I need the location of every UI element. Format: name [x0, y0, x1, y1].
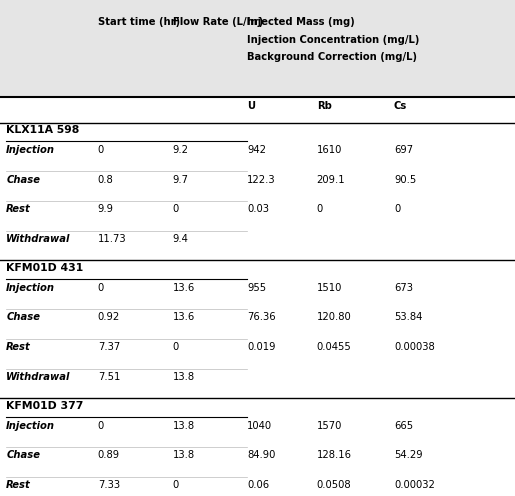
Text: 697: 697 [394, 145, 413, 155]
Text: 13.6: 13.6 [173, 283, 195, 293]
Text: 665: 665 [394, 421, 413, 431]
Text: 13.6: 13.6 [173, 312, 195, 322]
Text: KFM01D 377: KFM01D 377 [6, 401, 83, 411]
Text: 0: 0 [173, 342, 179, 352]
Text: 1510: 1510 [317, 283, 342, 293]
Text: Withdrawal: Withdrawal [6, 372, 71, 382]
Text: 9.9: 9.9 [98, 204, 114, 214]
Text: 955: 955 [247, 283, 266, 293]
Text: KFM01D 431: KFM01D 431 [6, 263, 83, 273]
Text: 0.00038: 0.00038 [394, 342, 435, 352]
Bar [0, 0, 515, 97]
Text: 1610: 1610 [317, 145, 342, 155]
Text: Rest: Rest [6, 342, 31, 352]
Text: 0: 0 [98, 283, 104, 293]
Text: 1570: 1570 [317, 421, 342, 431]
Text: 0: 0 [394, 204, 400, 214]
Text: 7.51: 7.51 [98, 372, 120, 382]
Text: 7.33: 7.33 [98, 480, 120, 490]
Text: 0.00032: 0.00032 [394, 480, 435, 490]
Text: KLX11A 598: KLX11A 598 [6, 125, 79, 135]
Text: Start time (hr): Start time (hr) [98, 17, 180, 27]
Text: 0.92: 0.92 [98, 312, 120, 322]
Text: Rest: Rest [6, 480, 31, 490]
Text: 90.5: 90.5 [394, 175, 416, 185]
Text: 120.80: 120.80 [317, 312, 351, 322]
Text: 0: 0 [317, 204, 323, 214]
Text: 0: 0 [98, 145, 104, 155]
Text: Rb: Rb [317, 101, 332, 111]
Text: Injection: Injection [6, 283, 55, 293]
Text: Injection: Injection [6, 421, 55, 431]
Text: 53.84: 53.84 [394, 312, 422, 322]
Text: 942: 942 [247, 145, 266, 155]
Text: 0: 0 [98, 421, 104, 431]
Text: 673: 673 [394, 283, 413, 293]
Text: Injection Concentration (mg/L): Injection Concentration (mg/L) [247, 35, 420, 45]
Text: Chase: Chase [6, 175, 40, 185]
Text: 128.16: 128.16 [317, 450, 352, 460]
Text: Rest: Rest [6, 204, 31, 214]
Text: 76.36: 76.36 [247, 312, 276, 322]
Text: Flow Rate (L/hr): Flow Rate (L/hr) [173, 17, 263, 27]
Text: 1040: 1040 [247, 421, 272, 431]
Text: Withdrawal: Withdrawal [6, 234, 71, 244]
Text: Chase: Chase [6, 450, 40, 460]
Text: 209.1: 209.1 [317, 175, 346, 185]
Text: Background Correction (mg/L): Background Correction (mg/L) [247, 52, 417, 62]
Text: 0.89: 0.89 [98, 450, 120, 460]
Text: 9.4: 9.4 [173, 234, 188, 244]
Text: 13.8: 13.8 [173, 372, 195, 382]
Text: 13.8: 13.8 [173, 450, 195, 460]
Text: 0: 0 [173, 204, 179, 214]
Text: 9.2: 9.2 [173, 145, 188, 155]
Text: U: U [247, 101, 255, 111]
Text: 0.0508: 0.0508 [317, 480, 351, 490]
Text: 9.7: 9.7 [173, 175, 188, 185]
Text: 0.0455: 0.0455 [317, 342, 351, 352]
Text: 0.8: 0.8 [98, 175, 114, 185]
Text: 0: 0 [173, 480, 179, 490]
Text: Cs: Cs [394, 101, 407, 111]
Text: 7.37: 7.37 [98, 342, 120, 352]
Text: Injected Mass (mg): Injected Mass (mg) [247, 17, 355, 27]
Text: 54.29: 54.29 [394, 450, 423, 460]
Text: 0.03: 0.03 [247, 204, 269, 214]
Text: 84.90: 84.90 [247, 450, 276, 460]
Text: 13.8: 13.8 [173, 421, 195, 431]
Text: 122.3: 122.3 [247, 175, 276, 185]
Text: Chase: Chase [6, 312, 40, 322]
Text: 0.06: 0.06 [247, 480, 269, 490]
Text: 11.73: 11.73 [98, 234, 127, 244]
Text: 0.019: 0.019 [247, 342, 276, 352]
Text: Injection: Injection [6, 145, 55, 155]
